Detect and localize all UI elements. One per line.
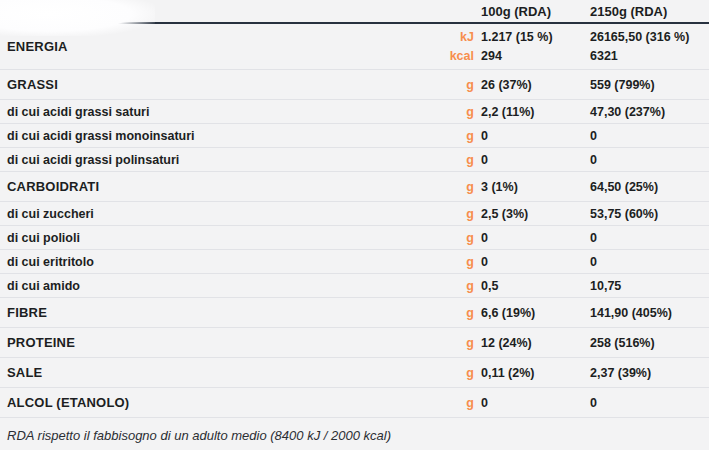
- value-2150g: 53,75 (60%): [590, 207, 709, 221]
- unit-label-g: g: [434, 255, 474, 269]
- value-100g: 26 (37%): [474, 78, 590, 92]
- table-row: di cui amido g 0,5 10,75: [0, 274, 709, 298]
- value-100g: 0,5: [474, 279, 590, 293]
- unit-label-g: g: [434, 366, 474, 380]
- table-row: di cui eritritolo g 0 0: [0, 250, 709, 274]
- unit-label-kcal: kcal: [434, 49, 474, 63]
- table-row: GRASSI g 26 (37%) 559 (799%): [0, 70, 709, 100]
- row-label: CARBOIDRATI: [0, 179, 434, 194]
- row-label: di cui eritritolo: [0, 255, 434, 269]
- value-2150g: 559 (799%): [590, 78, 709, 92]
- unit-label-g: g: [434, 396, 474, 410]
- value-2150g: 0: [590, 231, 709, 245]
- value-100g: 0: [474, 396, 590, 410]
- table-row: di cui zuccheri g 2,5 (3%) 53,75 (60%): [0, 202, 709, 226]
- value-100g: 6,6 (19%): [474, 306, 590, 320]
- row-label: PROTEINE: [0, 335, 434, 350]
- unit-label-g: g: [434, 105, 474, 119]
- column-header-2150g: 2150g (RDA): [590, 4, 709, 22]
- value-2150g: 26165,50 (316 %): [590, 30, 709, 44]
- value-2150g: 10,75: [590, 279, 709, 293]
- nutrition-table: 100g (RDA) 2150g (RDA) ENERGIA kJ 1.217 …: [0, 0, 709, 450]
- value-2150g: 47,30 (237%): [590, 105, 709, 119]
- unit-label-g: g: [434, 180, 474, 194]
- unit-label-g: g: [434, 336, 474, 350]
- value-2150g: 0: [590, 396, 709, 410]
- row-label: di cui acidi grassi polinsaturi: [0, 153, 434, 167]
- row-label: ALCOL (ETANOLO): [0, 395, 434, 410]
- value-2150g: 64,50 (25%): [590, 180, 709, 194]
- row-label: di cui zuccheri: [0, 207, 434, 221]
- unit-label-g: g: [434, 129, 474, 143]
- table-row: FIBRE g 6,6 (19%) 141,90 (405%): [0, 298, 709, 328]
- value-100g: 2,2 (11%): [474, 105, 590, 119]
- value-100g: 0,11 (2%): [474, 366, 590, 380]
- row-label: di cui acidi grassi monoinsaturi: [0, 129, 434, 143]
- row-label: di cui acidi grassi saturi: [0, 105, 434, 119]
- energy-line-kj: kJ 1.217 (15 %) 26165,50 (316 %): [434, 28, 709, 47]
- table-row: di cui polioli g 0 0: [0, 226, 709, 250]
- unit-label-kj: kJ: [434, 30, 474, 44]
- row-label: GRASSI: [0, 77, 434, 92]
- unit-label-g: g: [434, 279, 474, 293]
- column-header-100g: 100g (RDA): [474, 4, 590, 22]
- value-100g: 2,5 (3%): [474, 207, 590, 221]
- table-row: SALE g 0,11 (2%) 2,37 (39%): [0, 358, 709, 388]
- value-2150g: 2,37 (39%): [590, 366, 709, 380]
- table-row: di cui acidi grassi saturi g 2,2 (11%) 4…: [0, 100, 709, 124]
- value-100g: 1.217 (15 %): [474, 30, 590, 44]
- value-2150g: 141,90 (405%): [590, 306, 709, 320]
- table-row-energia: ENERGIA kJ 1.217 (15 %) 26165,50 (316 %)…: [0, 24, 709, 70]
- row-label: FIBRE: [0, 305, 434, 320]
- value-2150g: 0: [590, 129, 709, 143]
- value-100g: 0: [474, 129, 590, 143]
- energy-values: kJ 1.217 (15 %) 26165,50 (316 %) kcal 29…: [434, 28, 709, 66]
- value-100g: 294: [474, 49, 590, 63]
- table-row: ALCOL (ETANOLO) g 0 0: [0, 388, 709, 418]
- value-2150g: 258 (516%): [590, 336, 709, 350]
- row-label: di cui polioli: [0, 231, 434, 245]
- value-100g: 3 (1%): [474, 180, 590, 194]
- table-row: PROTEINE g 12 (24%) 258 (516%): [0, 328, 709, 358]
- value-100g: 0: [474, 153, 590, 167]
- rda-footnote: RDA rispetto il fabbisogno di un adulto …: [0, 418, 709, 443]
- table-header-row: 100g (RDA) 2150g (RDA): [0, 0, 709, 24]
- table-row: di cui acidi grassi monoinsaturi g 0 0: [0, 124, 709, 148]
- row-label: di cui amido: [0, 279, 434, 293]
- unit-label-g: g: [434, 231, 474, 245]
- table-row: di cui acidi grassi polinsaturi g 0 0: [0, 148, 709, 172]
- energy-line-kcal: kcal 294 6321: [434, 47, 709, 66]
- row-label: ENERGIA: [0, 39, 434, 54]
- table-row: CARBOIDRATI g 3 (1%) 64,50 (25%): [0, 172, 709, 202]
- value-2150g: 0: [590, 255, 709, 269]
- row-label: SALE: [0, 365, 434, 380]
- unit-label-g: g: [434, 306, 474, 320]
- value-2150g: 0: [590, 153, 709, 167]
- value-100g: 0: [474, 255, 590, 269]
- unit-label-g: g: [434, 78, 474, 92]
- value-100g: 0: [474, 231, 590, 245]
- value-100g: 12 (24%): [474, 336, 590, 350]
- value-2150g: 6321: [590, 49, 709, 63]
- unit-label-g: g: [434, 207, 474, 221]
- rows-container: GRASSI g 26 (37%) 559 (799%) di cui acid…: [0, 70, 709, 418]
- unit-label-g: g: [434, 153, 474, 167]
